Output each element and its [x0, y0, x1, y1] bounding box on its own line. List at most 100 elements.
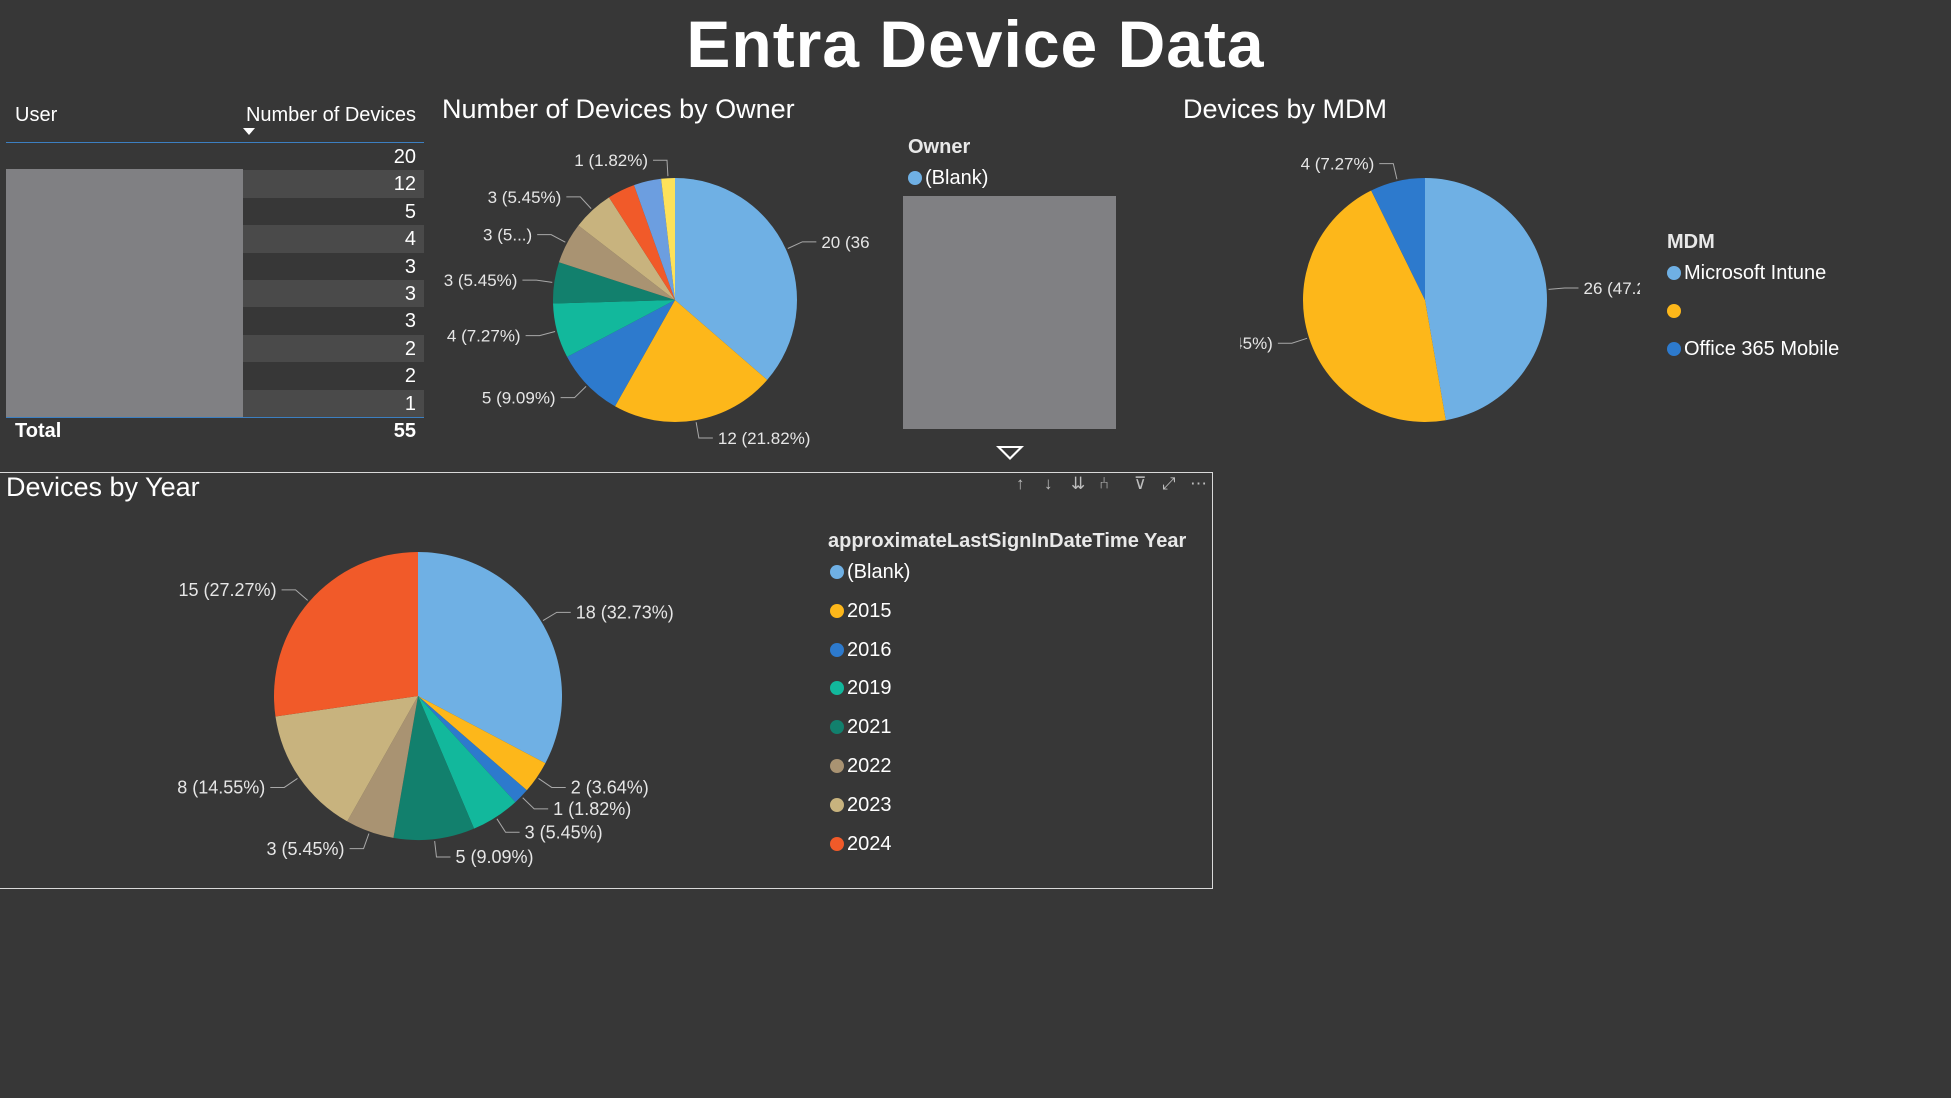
- table-row[interactable]: 3: [6, 307, 424, 334]
- year-legend-item[interactable]: 2022: [830, 755, 892, 778]
- pie-slice[interactable]: [553, 300, 675, 357]
- data-label: 4 (7.27%): [447, 327, 521, 346]
- total-value: 55: [393, 419, 416, 442]
- data-label: 3 (5.45%): [488, 188, 562, 207]
- pie-slice[interactable]: [558, 225, 675, 300]
- owner-pie-chart: 20 (36.36%) 12 (21.82%) 5 (9.09%) 4 (7.27%)…: [444, 151, 870, 448]
- table-row[interactable]: 3: [6, 253, 424, 280]
- column-header-number-of-devices[interactable]: Number of Devices: [245, 104, 416, 126]
- data-label: 20 (36.36%): [821, 233, 870, 252]
- owner-chart-title: Number of Devices by Owner: [442, 94, 795, 124]
- scroll-down-icon[interactable]: [996, 446, 1024, 460]
- leader-line: [522, 279, 553, 283]
- pie-slice[interactable]: [418, 552, 562, 764]
- column-header-user[interactable]: User: [15, 104, 58, 126]
- pie-slice[interactable]: [567, 300, 675, 407]
- table-row[interactable]: 5: [6, 198, 424, 225]
- mdm-legend-title: MDM: [1667, 231, 1715, 253]
- device-count-cell: 5: [404, 200, 416, 223]
- pie-slice[interactable]: [615, 300, 768, 422]
- leader-line: [1548, 287, 1579, 290]
- year-legend-item[interactable]: 2019: [830, 677, 892, 700]
- pie-slice[interactable]: [347, 696, 418, 838]
- pie-slice[interactable]: [1371, 178, 1425, 300]
- sort-descending-icon[interactable]: [243, 128, 255, 135]
- data-label: 3 (5.45%): [444, 271, 518, 290]
- pie-slice[interactable]: [578, 197, 675, 300]
- pie-slice[interactable]: [1303, 190, 1446, 422]
- legend-label: 2024: [847, 832, 892, 855]
- mdm-legend-item[interactable]: [1667, 300, 1684, 323]
- pie-slice[interactable]: [1425, 178, 1547, 421]
- legend-label: Microsoft Intune: [1684, 262, 1827, 284]
- legend-label: 2019: [847, 677, 892, 700]
- drill-hierarchy-icon[interactable]: ⑃: [1099, 474, 1110, 493]
- mdm-legend-item[interactable]: Office 365 Mobile: [1667, 338, 1839, 361]
- more-options-icon[interactable]: ⋯: [1190, 474, 1207, 493]
- year-legend-item[interactable]: 2015: [830, 600, 892, 623]
- pie-slice[interactable]: [634, 178, 675, 300]
- owner-slicer-title: Owner: [908, 136, 971, 158]
- leader-line: [566, 196, 592, 209]
- legend-dot-icon: [830, 681, 844, 696]
- legend-dot-icon: [830, 565, 844, 579]
- data-label: 5 (9.09%): [455, 847, 533, 867]
- page-title: Entra Device Data: [686, 7, 1265, 81]
- pie-slice[interactable]: [661, 178, 675, 300]
- total-label: Total: [15, 419, 62, 442]
- legend-label: (Blank): [847, 561, 911, 583]
- expand-next-level-icon[interactable]: ⇊: [1071, 474, 1086, 493]
- legend-label: 2016: [847, 638, 892, 661]
- data-label: 8 (14.55%): [177, 778, 265, 798]
- mdm-legend-item[interactable]: Microsoft Intune: [1667, 262, 1826, 285]
- leader-line: [560, 386, 587, 399]
- year-visual-frame[interactable]: [0, 472, 1213, 889]
- pie-slice[interactable]: [418, 696, 527, 803]
- table-total-row: Total 55: [6, 418, 424, 446]
- redacted-user-names: [6, 169, 243, 417]
- table-row[interactable]: 20: [6, 143, 424, 170]
- owner-slicer-item[interactable]: (Blank): [908, 167, 988, 190]
- leader-line: [695, 422, 713, 439]
- data-label: 3 (5...): [483, 226, 532, 245]
- leader-line: [1277, 337, 1308, 344]
- leader-line: [537, 234, 566, 243]
- legend-dot-icon: [830, 642, 844, 657]
- pie-slice[interactable]: [609, 185, 675, 300]
- pie-slice[interactable]: [675, 178, 797, 380]
- year-legend-item[interactable]: 2016: [830, 639, 892, 662]
- owner-slicer-item-label: (Blank): [925, 167, 989, 189]
- device-count-cell: 4: [404, 228, 416, 251]
- focus-mode-icon[interactable]: ⤢: [1162, 474, 1176, 493]
- legend-dot-icon: [830, 720, 844, 735]
- year-legend-item[interactable]: 2024: [830, 833, 892, 856]
- pie-slice[interactable]: [418, 696, 516, 829]
- pie-slice[interactable]: [393, 696, 475, 840]
- drill-up-icon[interactable]: ↑: [1016, 474, 1025, 493]
- owner-slicer-list[interactable]: [903, 196, 1116, 429]
- year-legend-item[interactable]: 2021: [830, 716, 892, 739]
- pie-slice[interactable]: [274, 552, 418, 717]
- table-row[interactable]: 2: [6, 362, 424, 389]
- legend-dot-icon: [830, 836, 844, 851]
- leader-line: [653, 159, 669, 177]
- pie-slice[interactable]: [275, 696, 418, 822]
- drill-down-icon[interactable]: ↓: [1044, 474, 1053, 493]
- leader-line: [434, 840, 451, 858]
- mdm-pie-chart: 26 (47.27%) 25 (45.45%) 4 (7.27%): [1240, 155, 1640, 422]
- device-count-cell: 20: [393, 146, 416, 168]
- data-label: 3 (5.45%): [525, 823, 603, 843]
- device-count-cell: 2: [404, 337, 416, 360]
- pie-slice[interactable]: [553, 262, 675, 304]
- year-legend-item[interactable]: 2023: [830, 794, 892, 817]
- device-count-cell: 3: [404, 282, 416, 305]
- legend-dot-icon: [1667, 304, 1681, 318]
- legend-dot-icon: [1667, 342, 1681, 356]
- pie-slice[interactable]: [418, 696, 546, 791]
- data-label: 15 (27.27%): [179, 580, 277, 600]
- year-legend-item[interactable]: (Blank): [830, 561, 910, 584]
- filter-icon[interactable]: ⊽: [1134, 474, 1147, 493]
- device-count-cell: 3: [404, 310, 416, 333]
- legend-dot-icon: [1667, 266, 1681, 280]
- year-pie-chart: 18 (32.73%) 2 (3.64%)1 (1.82%) 3 (5.45%) 5 …: [177, 552, 674, 867]
